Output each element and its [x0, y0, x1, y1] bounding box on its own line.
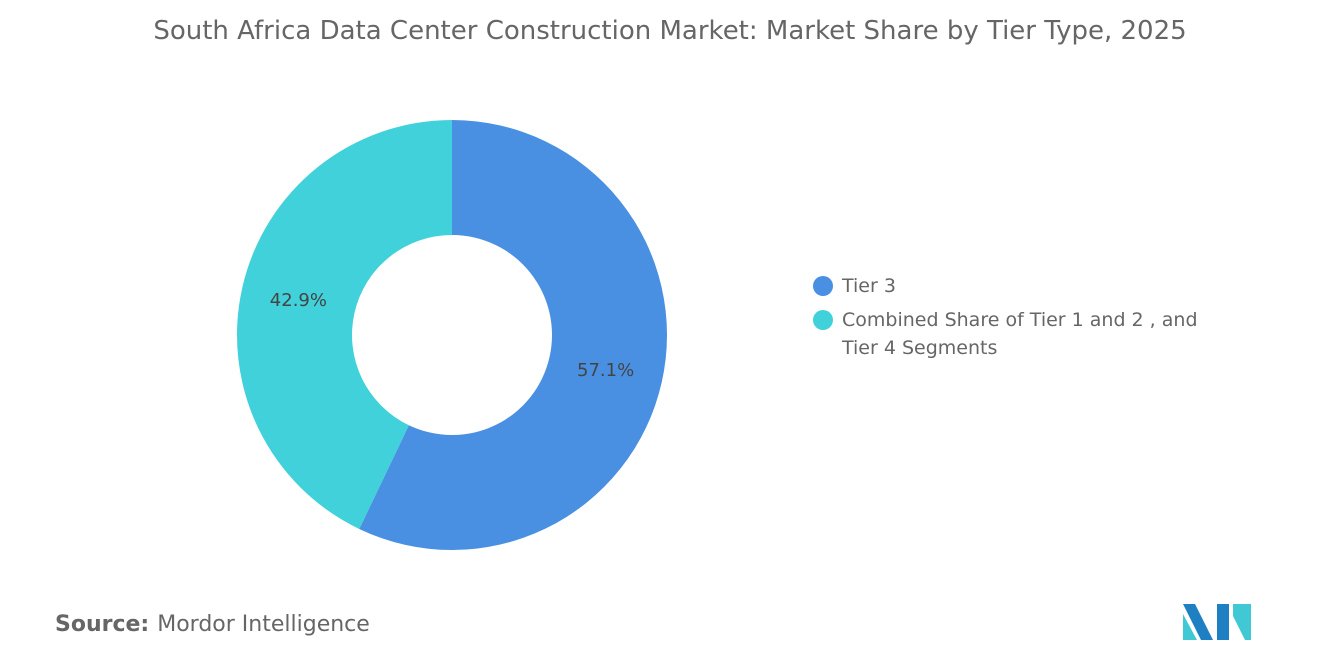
legend-marker [813, 276, 833, 296]
logo-shape [1183, 604, 1213, 640]
legend: Tier 3 Combined Share of Tier 1 and 2 , … [813, 272, 1233, 368]
logo-shape [1183, 614, 1197, 640]
legend-item-combined[interactable]: Combined Share of Tier 1 and 2 , and Tie… [813, 306, 1233, 362]
source-note: Source: Mordor Intelligence [55, 612, 370, 637]
legend-item-tier-3[interactable]: Tier 3 [813, 272, 1233, 300]
legend-label: Combined Share of Tier 1 and 2 , and Tie… [842, 309, 1198, 359]
donut-slice[interactable] [236, 120, 452, 529]
data-label: 57.1% [577, 360, 634, 381]
logo-shape [1217, 604, 1229, 640]
data-label: 42.9% [270, 290, 327, 311]
mordor-logo [1183, 604, 1251, 640]
legend-marker [813, 310, 833, 330]
logo-shape [1233, 604, 1251, 640]
legend-label: Tier 3 [842, 275, 896, 297]
source-value: Mordor Intelligence [157, 612, 370, 637]
donut-slice[interactable] [359, 120, 667, 550]
source-label: Source: [55, 612, 150, 637]
chart-title: South Africa Data Center Construction Ma… [153, 16, 1187, 46]
